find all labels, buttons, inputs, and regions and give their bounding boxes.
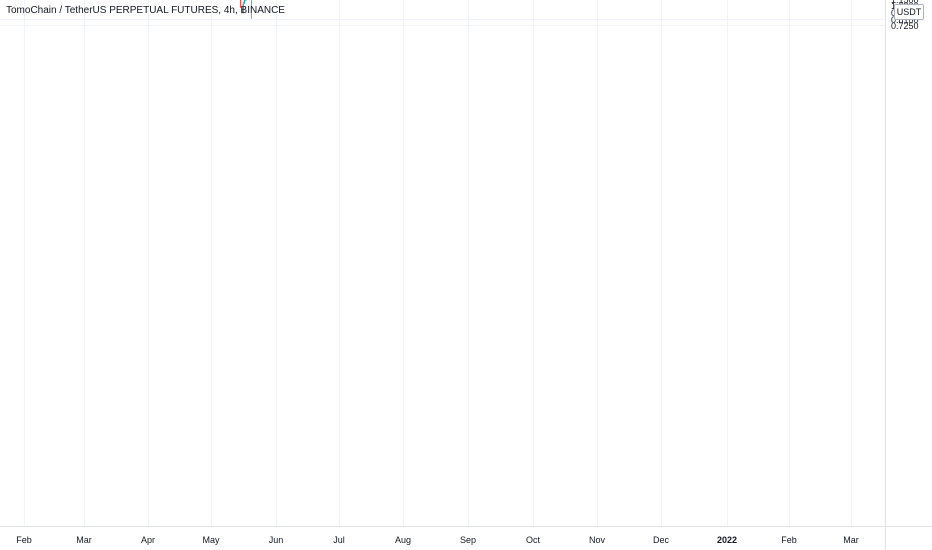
x-tick-label: Feb [781, 535, 797, 545]
x-tick-label: Mar [843, 535, 859, 545]
x-tick-label: Sep [460, 535, 476, 545]
candle-body [242, 3, 244, 13]
x-tick-label: May [202, 535, 220, 545]
y-tick-label: 0.7250 [891, 21, 919, 31]
x-tick-label: Oct [526, 535, 541, 545]
x-tick-label: Feb [16, 535, 32, 545]
candle-body [244, 0, 246, 4]
x-tick-label: Nov [589, 535, 606, 545]
x-tick-label: Jul [333, 535, 345, 545]
x-tick-label: 2022 [717, 535, 737, 545]
y-tick-label: 1.1500 [891, 0, 919, 5]
chart-title: TomoChain / TetherUS PERPETUAL FUTURES, … [6, 5, 285, 16]
x-tick-label: Apr [141, 535, 155, 545]
candle-body [239, 0, 242, 8]
x-tick-label: Dec [653, 535, 670, 545]
x-tick-label: Aug [395, 535, 411, 545]
currency-badge[interactable]: USDT [894, 4, 924, 20]
x-tick-label: Jun [269, 535, 284, 545]
candle-body [241, 7, 243, 13]
y-tick-label: 0.8100 [891, 15, 919, 25]
x-tick-label: Mar [76, 535, 92, 545]
